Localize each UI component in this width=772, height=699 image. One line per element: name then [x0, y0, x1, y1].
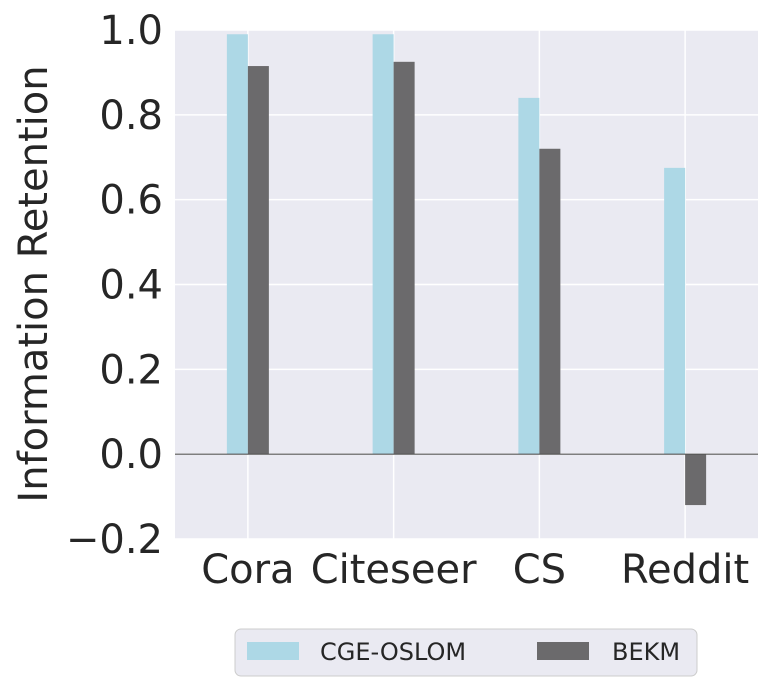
x-tick-label: CS [513, 547, 566, 593]
bar-bekm-reddit [685, 454, 707, 506]
bar-cge-oslom-citeseer [372, 34, 394, 455]
bar-bekm-citeseer [393, 61, 415, 455]
x-tick-labels: Cora Citeseer CS Reddit [201, 547, 749, 593]
legend-label-cge-oslom: CGE-OSLOM [320, 638, 466, 666]
legend: CGE-OSLOM BEKM [234, 628, 698, 677]
y-tick-label: 0.0 [99, 432, 163, 478]
x-tick-label: Cora [201, 547, 294, 593]
bar-cge-oslom-cs [518, 97, 540, 455]
legend-label-bekm: BEKM [612, 638, 680, 666]
y-tick-labels: −0.2 0.0 0.2 0.4 0.6 0.8 1.0 [66, 8, 163, 563]
legend-swatch-bekm [537, 642, 589, 660]
legend-swatch-cge-oslom [247, 642, 299, 660]
y-tick-label: −0.2 [66, 517, 163, 563]
y-axis-label: Information Retention [11, 65, 57, 502]
y-tick-label: 0.2 [99, 347, 163, 393]
x-tick-label: Reddit [621, 547, 749, 593]
bar-bekm-cs [539, 148, 561, 455]
legend-box [234, 628, 698, 677]
y-tick-label: 0.6 [99, 178, 163, 224]
y-tick-label: 0.4 [99, 263, 163, 309]
bar-cge-oslom-cora [226, 34, 248, 455]
bars [226, 34, 707, 506]
y-tick-label: 0.8 [99, 93, 163, 139]
y-tick-label: 1.0 [99, 8, 163, 54]
bar-cge-oslom-reddit [664, 167, 686, 455]
bar-bekm-cora [247, 66, 269, 455]
x-tick-label: Citeseer [311, 547, 477, 593]
